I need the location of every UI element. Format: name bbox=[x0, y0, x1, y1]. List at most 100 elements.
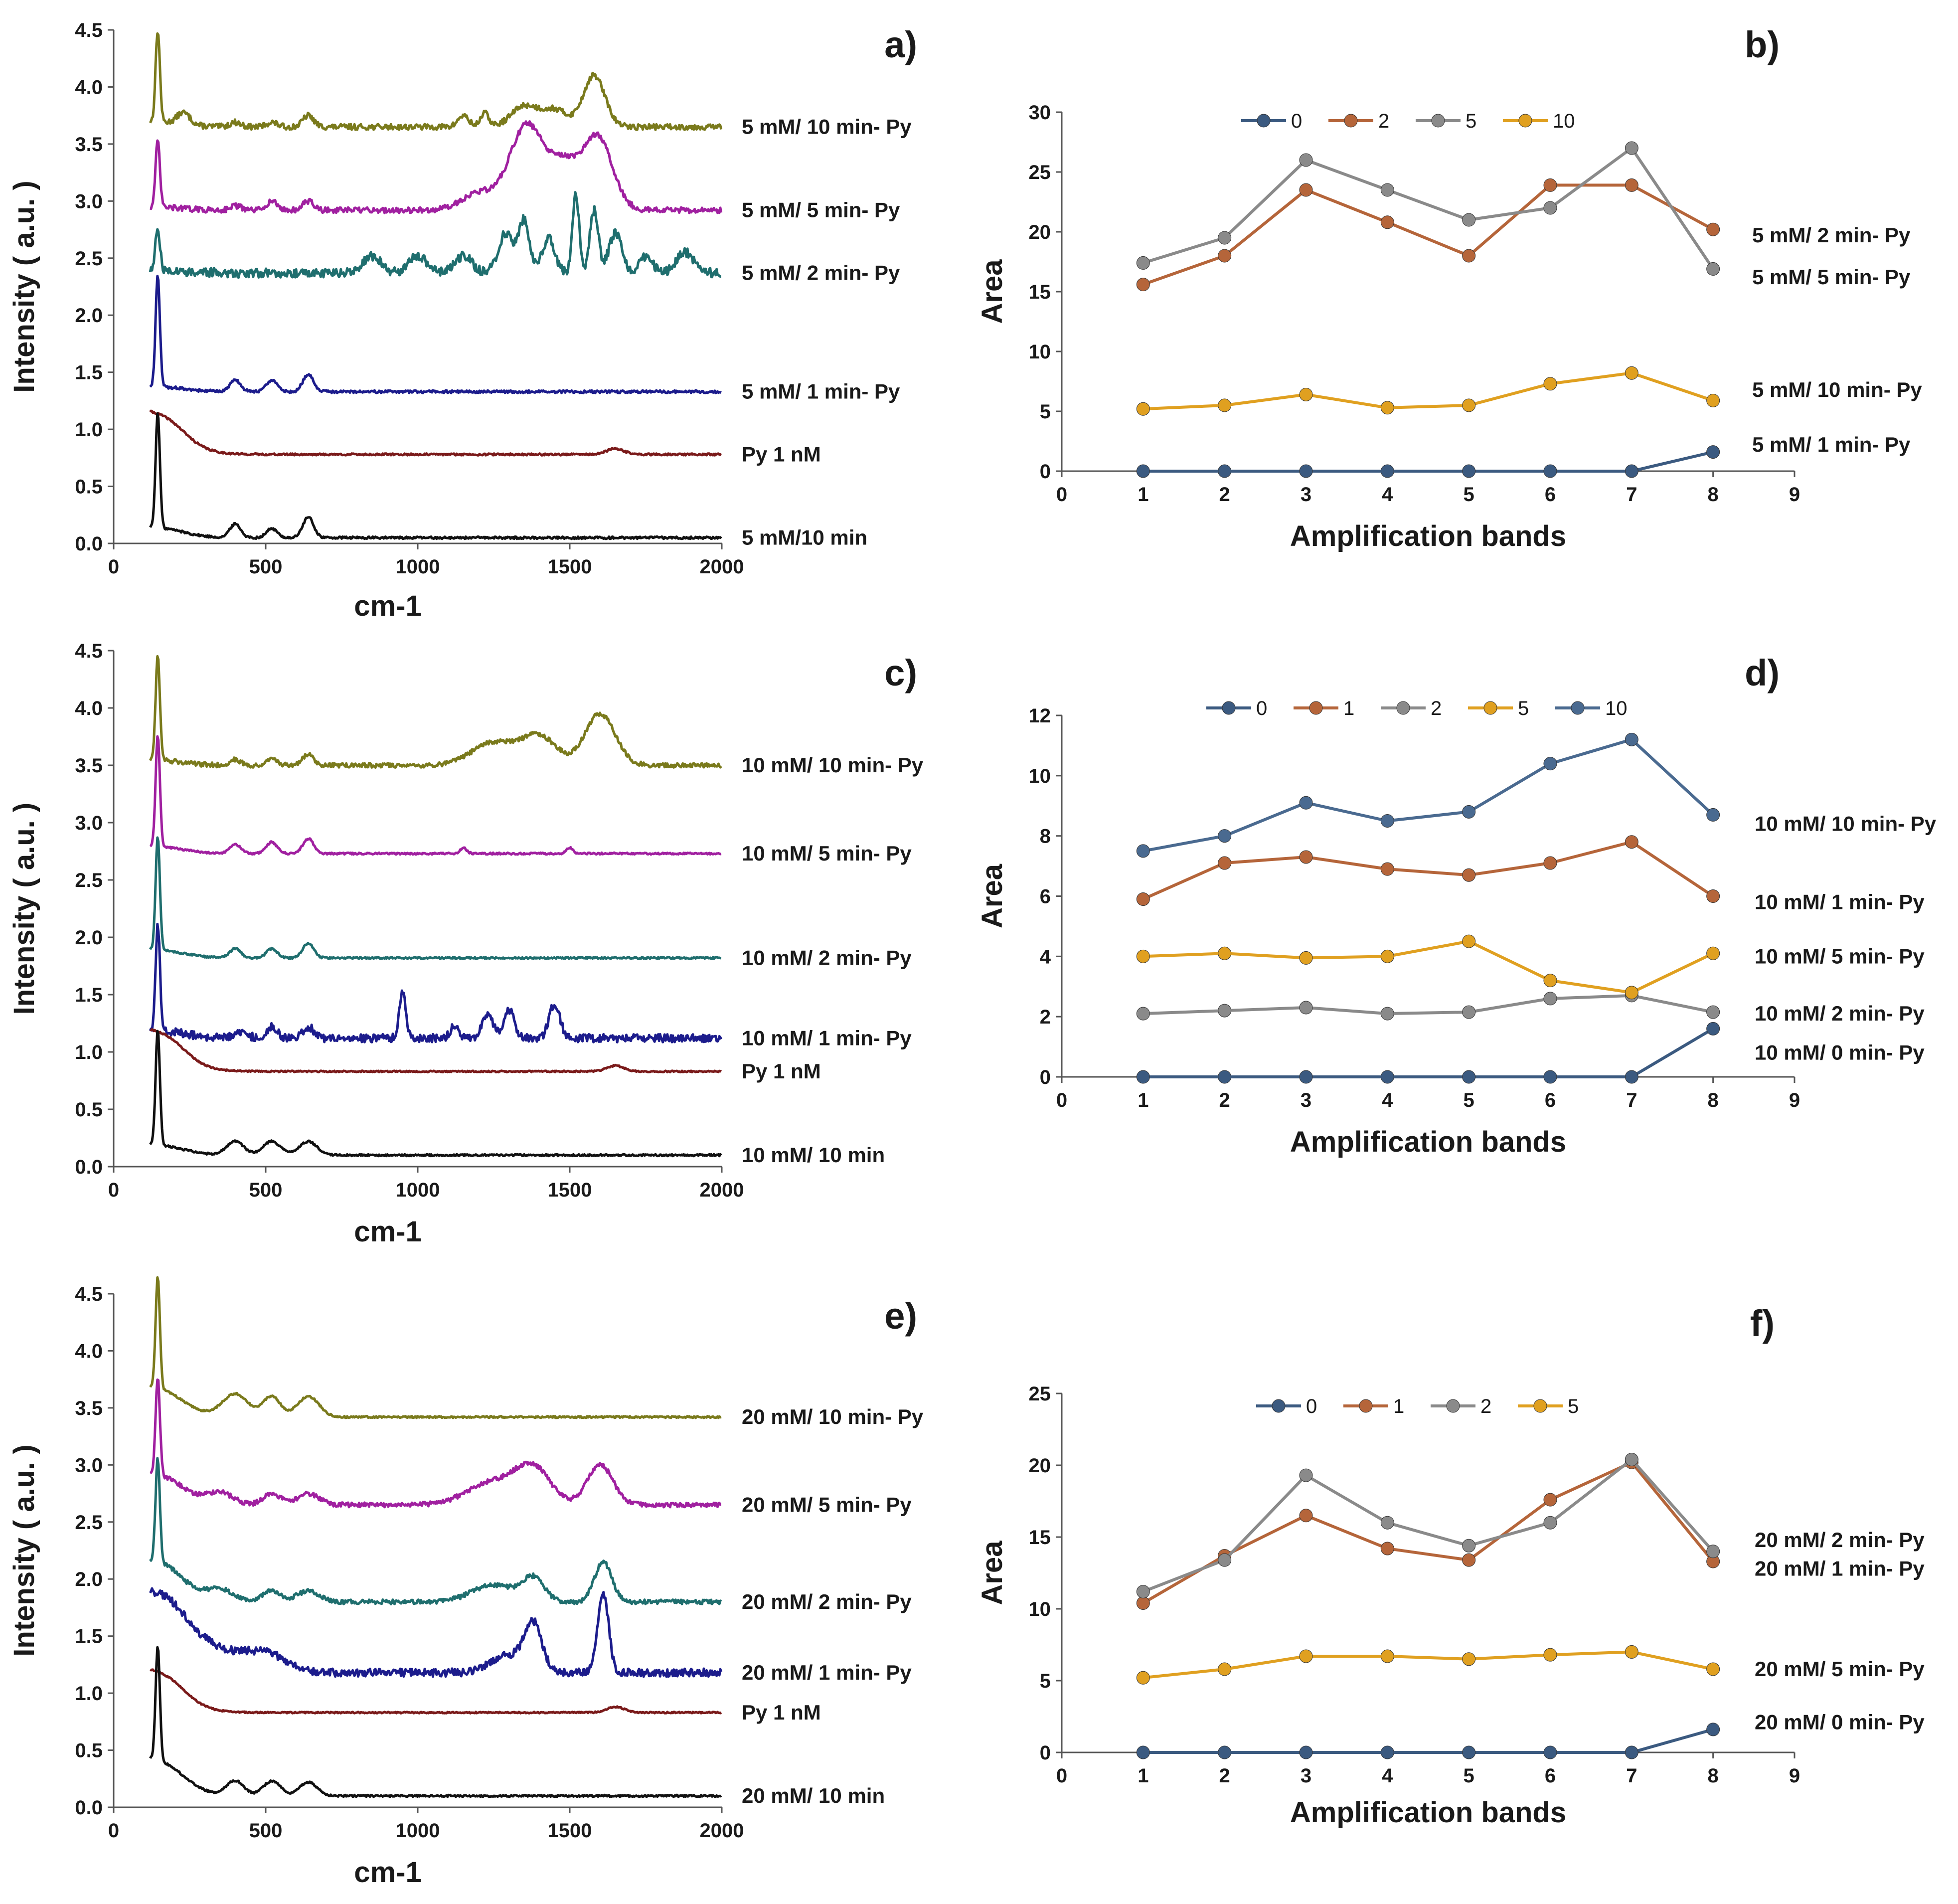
data-point bbox=[1380, 1649, 1394, 1663]
legend-marker bbox=[1309, 701, 1323, 715]
data-point bbox=[1299, 850, 1313, 864]
spectrum-line bbox=[150, 120, 723, 214]
y-tick-label: 15 bbox=[1029, 281, 1051, 303]
spectrum-line bbox=[149, 409, 722, 457]
y-tick-label: 4 bbox=[1040, 946, 1051, 968]
data-point bbox=[1462, 1070, 1476, 1084]
x-tick-label: 500 bbox=[249, 1820, 283, 1842]
legend-entry: 5 bbox=[1518, 697, 1529, 719]
x-tick-label: 1000 bbox=[396, 1820, 440, 1842]
data-point bbox=[1543, 1493, 1557, 1507]
x-axis-label: Amplification bands bbox=[1290, 520, 1566, 552]
data-point bbox=[1380, 464, 1394, 478]
y-tick-label: 1.0 bbox=[75, 1041, 103, 1063]
x-tick-label: 3 bbox=[1301, 1765, 1311, 1787]
series-line bbox=[1142, 840, 1714, 901]
data-point bbox=[1380, 1007, 1394, 1021]
legend-entry: 0 bbox=[1291, 110, 1302, 132]
y-tick-label: 0.5 bbox=[75, 1099, 103, 1121]
data-point bbox=[1136, 844, 1150, 858]
trace-label: 20 mM/ 10 min bbox=[742, 1784, 885, 1807]
series-annotation: 20 mM/ 2 min- Py bbox=[1755, 1528, 1925, 1552]
data-point bbox=[1625, 1452, 1638, 1466]
trace-label: 5 mM/ 5 min- Py bbox=[742, 198, 900, 222]
spectrum-line bbox=[149, 1587, 723, 1678]
x-tick-label: 1 bbox=[1138, 484, 1148, 506]
x-tick-label: 3 bbox=[1301, 484, 1311, 506]
series-annotation: 20 mM/ 0 min- Py bbox=[1755, 1711, 1925, 1734]
y-tick-label: 2.5 bbox=[75, 869, 103, 891]
legend-entry: 5 bbox=[1568, 1395, 1579, 1417]
x-tick-label: 7 bbox=[1626, 1089, 1637, 1111]
trace-label: Py 1 nM bbox=[742, 1059, 821, 1083]
trace-label: Py 1 nM bbox=[742, 442, 821, 466]
y-tick-label: 2.0 bbox=[75, 1568, 103, 1590]
data-point bbox=[1380, 1070, 1394, 1084]
data-point bbox=[1218, 249, 1232, 263]
data-point bbox=[1136, 256, 1150, 270]
data-point bbox=[1218, 1745, 1232, 1759]
y-tick-label: 4.0 bbox=[75, 1340, 103, 1362]
y-tick-label: 3.5 bbox=[75, 755, 103, 777]
data-point bbox=[1218, 464, 1232, 478]
x-tick-label: 500 bbox=[249, 556, 283, 578]
x-tick-label: 5 bbox=[1464, 484, 1474, 506]
series-annotation: 20 mM/ 5 min- Py bbox=[1755, 1657, 1925, 1681]
x-tick-label: 4 bbox=[1382, 484, 1393, 506]
panel-label: d) bbox=[1745, 652, 1780, 693]
panel-label: c) bbox=[884, 652, 917, 693]
data-point bbox=[1218, 856, 1232, 870]
y-tick-label: 15 bbox=[1029, 1527, 1051, 1549]
data-point bbox=[1543, 201, 1557, 215]
legend-entry: 5 bbox=[1466, 110, 1476, 132]
spectrum-line bbox=[149, 1457, 722, 1605]
data-point bbox=[1380, 949, 1394, 963]
data-point bbox=[1380, 1745, 1394, 1759]
data-point bbox=[1706, 222, 1720, 236]
legend-marker bbox=[1483, 701, 1497, 715]
data-point bbox=[1625, 464, 1638, 478]
y-tick-label: 4.0 bbox=[75, 697, 103, 719]
x-tick-label: 1500 bbox=[548, 1179, 592, 1201]
legend-entry: 2 bbox=[1378, 110, 1389, 132]
x-tick-label: 1500 bbox=[548, 556, 592, 578]
data-point bbox=[1706, 808, 1720, 822]
y-tick-label: 1.0 bbox=[75, 419, 103, 441]
legend-marker bbox=[1222, 701, 1236, 715]
y-tick-label: 2.5 bbox=[75, 1512, 103, 1534]
panel-a: a) 0 500 1000 1500 2000 0.0 0.5 1.0 1.5 2.0 2.5 3.0 3… bbox=[8, 19, 917, 622]
trace-label: 10 mM/ 5 min- Py bbox=[742, 842, 912, 865]
panel-label: f) bbox=[1750, 1303, 1775, 1344]
y-tick-label: 25 bbox=[1029, 1383, 1051, 1405]
legend-marker bbox=[1446, 1399, 1460, 1413]
y-tick-label: 12 bbox=[1029, 705, 1051, 727]
data-point bbox=[1218, 946, 1232, 960]
data-point bbox=[1136, 402, 1150, 416]
x-tick-label: 0 bbox=[1056, 484, 1067, 506]
y-tick-label: 30 bbox=[1029, 102, 1051, 124]
x-tick-label: 2 bbox=[1219, 1765, 1230, 1787]
trace-label: 5 mM/ 10 min- Py bbox=[742, 115, 912, 139]
y-tick-label: 10 bbox=[1029, 765, 1051, 787]
x-tick-label: 4 bbox=[1382, 1765, 1393, 1787]
y-tick-label: 2 bbox=[1040, 1006, 1051, 1028]
trace-label: 5 mM/ 2 min- Py bbox=[742, 261, 900, 285]
data-point bbox=[1218, 1004, 1232, 1018]
data-point bbox=[1462, 1652, 1476, 1666]
x-tick-label: 6 bbox=[1545, 484, 1556, 506]
x-tick-label: 2000 bbox=[700, 1820, 744, 1842]
y-tick-label: 10 bbox=[1029, 341, 1051, 363]
legend-marker bbox=[1272, 1399, 1286, 1413]
y-axis-label: Intensity ( a.u. ) bbox=[8, 180, 40, 392]
trace-label: 20 mM/ 10 min- Py bbox=[742, 1405, 924, 1428]
x-axis-label: cm-1 bbox=[354, 1215, 421, 1248]
data-point bbox=[1706, 1662, 1720, 1676]
data-point bbox=[1706, 393, 1720, 407]
y-tick-label: 0 bbox=[1040, 1066, 1051, 1088]
legend-entry: 0 bbox=[1256, 697, 1267, 719]
x-tick-label: 0 bbox=[108, 1820, 119, 1842]
spectrum-line bbox=[150, 1028, 722, 1073]
data-point bbox=[1299, 796, 1313, 810]
